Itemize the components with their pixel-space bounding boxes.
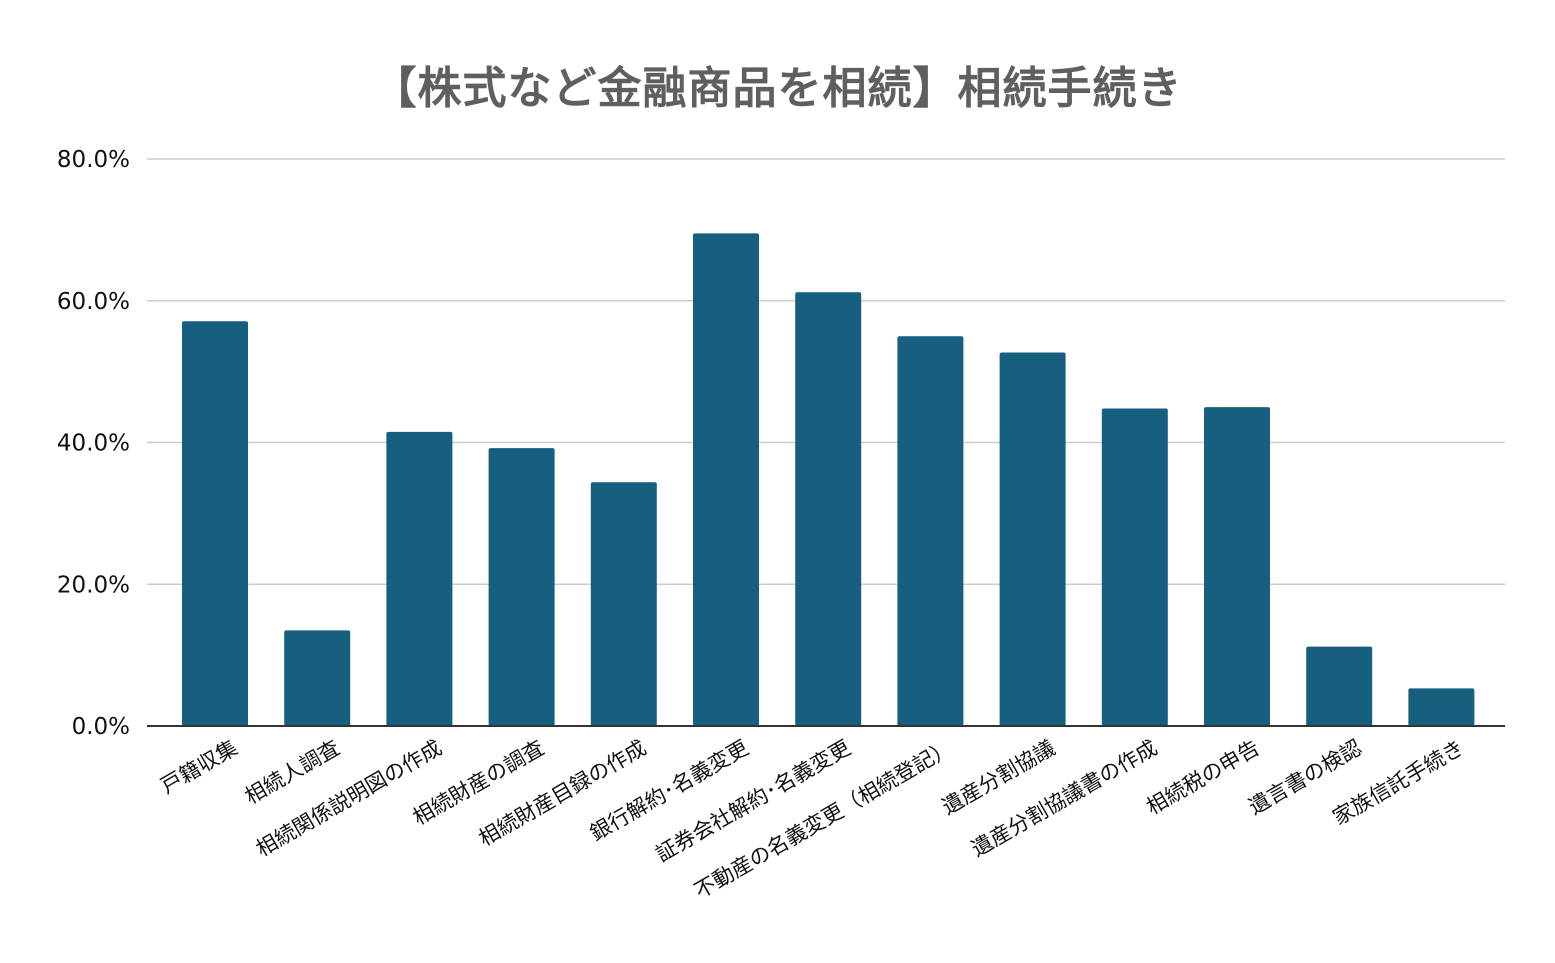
bar [693,233,759,726]
x-axis-category-labels: 戸籍収集 相続人調査相続関係説明図の作成相続財産の調査相続財産目録の作成銀行解約･… [157,736,1468,904]
y-axis-tick-labels: 0.0% 20.0% 40.0% 60.0% 80.0% [57,147,130,740]
bar [1408,688,1475,726]
bar [999,352,1066,726]
bar [488,448,555,726]
x-category-label: 戸籍収集 [157,736,242,799]
bars [182,233,1475,726]
x-category-label: 相続税の申告 [1142,736,1263,820]
bar [182,321,248,726]
bar [386,431,453,726]
bar [284,630,351,726]
x-category-label: 相続関係説明図の作成 [252,736,446,862]
bar [1306,646,1373,726]
bar [590,482,657,726]
bar [795,292,862,726]
y-tick-label: 40.0% [57,431,130,457]
y-tick-label: 0.0% [72,714,130,740]
y-tick-label: 60.0% [57,289,130,315]
x-category-label: 遺産分割協議書の作成 [967,736,1161,862]
chart-title: 【株式など金融商品を相続】相続手続き [372,63,1183,114]
bar [1101,408,1168,726]
bar [1204,407,1270,726]
y-tick-label: 80.0% [57,147,130,173]
x-category-label: 相続財産目録の作成 [475,736,651,851]
bar [897,336,964,726]
y-tick-label: 20.0% [57,572,130,598]
